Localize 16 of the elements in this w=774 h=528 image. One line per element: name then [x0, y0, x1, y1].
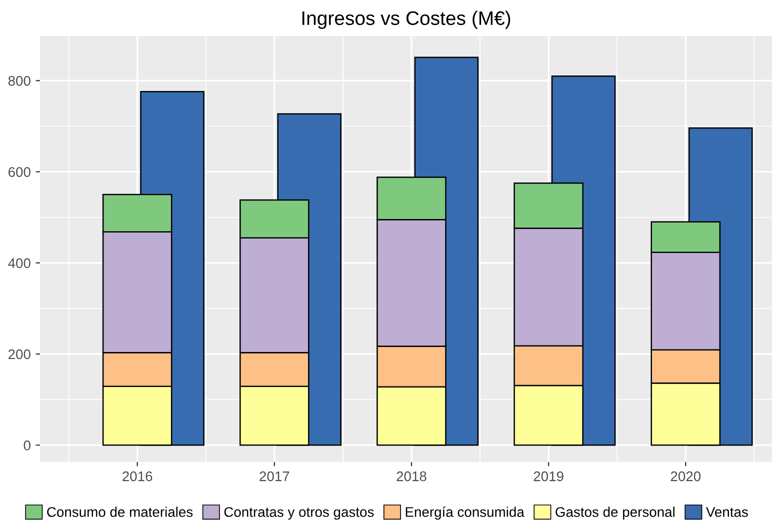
y-tick-label: 800: [8, 76, 30, 86]
x-tick-label: 2017: [260, 471, 290, 482]
legend-label: Consumo de materiales: [47, 506, 193, 517]
y-tick-label: 400: [8, 258, 30, 268]
y-tick-label: 0: [24, 440, 30, 450]
legend-label: Ventas: [706, 507, 748, 517]
y-tick-label: 600: [8, 167, 30, 177]
legend-label: Contratas y otros gastos: [224, 507, 374, 520]
y-tick-label: 200: [8, 349, 30, 360]
x-tick-label: 2018: [396, 471, 426, 482]
legend-label: Gastos de personal: [556, 506, 674, 520]
chart-title: Ingresos vs Costes (M€): [302, 10, 510, 29]
x-tick-label: 2016: [122, 471, 152, 482]
x-tick-label: 2020: [670, 471, 701, 482]
legend-label: Energía consumida: [406, 506, 524, 520]
x-tick-label: 2019: [534, 471, 564, 482]
